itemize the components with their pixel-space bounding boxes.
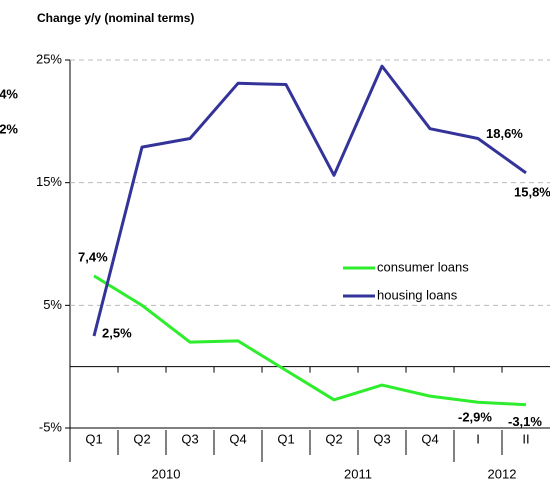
line-series: [93, 274, 527, 407]
data-label: 18,6%: [486, 126, 523, 141]
x-tick-label: Q1: [85, 431, 102, 446]
y-tick-label: 25%: [36, 51, 62, 66]
y-tick-label: -5%: [39, 419, 63, 434]
y-tick-label: 15%: [36, 174, 62, 189]
data-label: 7,4%: [78, 249, 108, 264]
x-tick-label: I: [476, 431, 480, 446]
legend-label: housing loans: [377, 287, 458, 302]
data-label: 15,8%: [514, 184, 550, 199]
group-label: 2010: [152, 466, 181, 481]
group-label: 2012: [488, 466, 517, 481]
x-tick-label: Q4: [229, 431, 246, 446]
annotation: 4%: [0, 86, 18, 101]
data-label: -3,1%: [508, 414, 542, 429]
line-series: [92, 64, 527, 337]
x-tick-label: Q2: [325, 431, 342, 446]
group-label: 2011: [344, 466, 372, 481]
x-tick-label: Q3: [373, 431, 390, 446]
x-tick-label: Q1: [277, 431, 294, 446]
data-label: -2,9%: [458, 410, 492, 425]
y-tick-label: 5%: [43, 297, 62, 312]
data-label: 2,5%: [102, 325, 132, 340]
x-tick-label: Q3: [181, 431, 198, 446]
chart-title: Change y/y (nominal terms): [37, 11, 194, 25]
x-tick-label: Q2: [133, 431, 150, 446]
annotation: 2%: [0, 121, 18, 136]
legend-label: consumer loans: [377, 259, 469, 274]
x-tick-label: II: [522, 431, 529, 446]
x-tick-label: Q4: [421, 431, 438, 446]
